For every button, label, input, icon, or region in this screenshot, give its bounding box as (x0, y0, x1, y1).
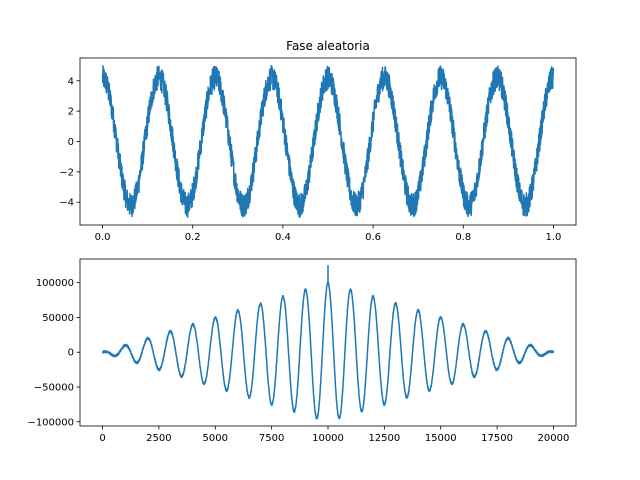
bottom-x-tick-label: 12500 (368, 433, 400, 444)
top-chart-plot-area (101, 65, 555, 219)
top-y-tick-label: 2 (68, 107, 74, 118)
bottom-x-tick-label: 15000 (425, 433, 457, 444)
top-x-tick-label: 0.0 (95, 232, 111, 243)
bottom-x-tick-label: 5000 (203, 433, 228, 444)
top-x-tick-label: 0.8 (455, 232, 471, 243)
bottom-x-tick-label: 7500 (259, 433, 284, 444)
bottom-x-tick-label: 10000 (312, 433, 344, 444)
top-chart-x-ticks: 0.0 0.2 0.4 0.6 0.8 1.0 (95, 225, 562, 243)
bottom-chart-y-ticks: −100000 −50000 0 50000 100000 (27, 278, 80, 428)
top-y-tick-label: −2 (59, 167, 74, 178)
bottom-subplot: 0 2500 5000 7500 10000 12500 15000 17500 20000 −… (27, 258, 577, 444)
bottom-chart-series-line (101, 281, 555, 420)
bottom-x-tick-label: 20000 (538, 433, 570, 444)
top-subplot: Fase aleatoria 0.0 0.2 0.4 0.6 0.8 1.0 −4 −2 0 2… (59, 39, 577, 243)
bottom-x-tick-label: 2500 (146, 433, 171, 444)
top-x-tick-label: 1.0 (546, 232, 562, 243)
top-chart-y-ticks: −4 −2 0 2 4 (59, 76, 80, 209)
top-chart-series-line (101, 65, 555, 219)
bottom-y-tick-label: 50000 (42, 313, 74, 324)
bottom-y-tick-label: 100000 (36, 278, 74, 289)
top-y-tick-label: −4 (59, 198, 74, 209)
bottom-x-tick-label: 17500 (481, 433, 513, 444)
bottom-y-tick-label: −100000 (27, 417, 74, 428)
top-x-tick-label: 0.2 (185, 232, 201, 243)
top-x-tick-label: 0.4 (275, 232, 291, 243)
bottom-x-tick-label: 0 (99, 433, 105, 444)
bottom-y-tick-label: 0 (68, 348, 74, 359)
top-y-tick-label: 4 (68, 76, 74, 87)
top-x-tick-label: 0.6 (365, 232, 381, 243)
bottom-y-tick-label: −50000 (34, 383, 74, 394)
top-chart-title: Fase aleatoria (286, 39, 370, 53)
top-y-tick-label: 0 (68, 137, 74, 148)
bottom-chart-x-ticks: 0 2500 5000 7500 10000 12500 15000 17500 20000 (99, 426, 569, 444)
bottom-chart-plot-area (101, 265, 555, 420)
